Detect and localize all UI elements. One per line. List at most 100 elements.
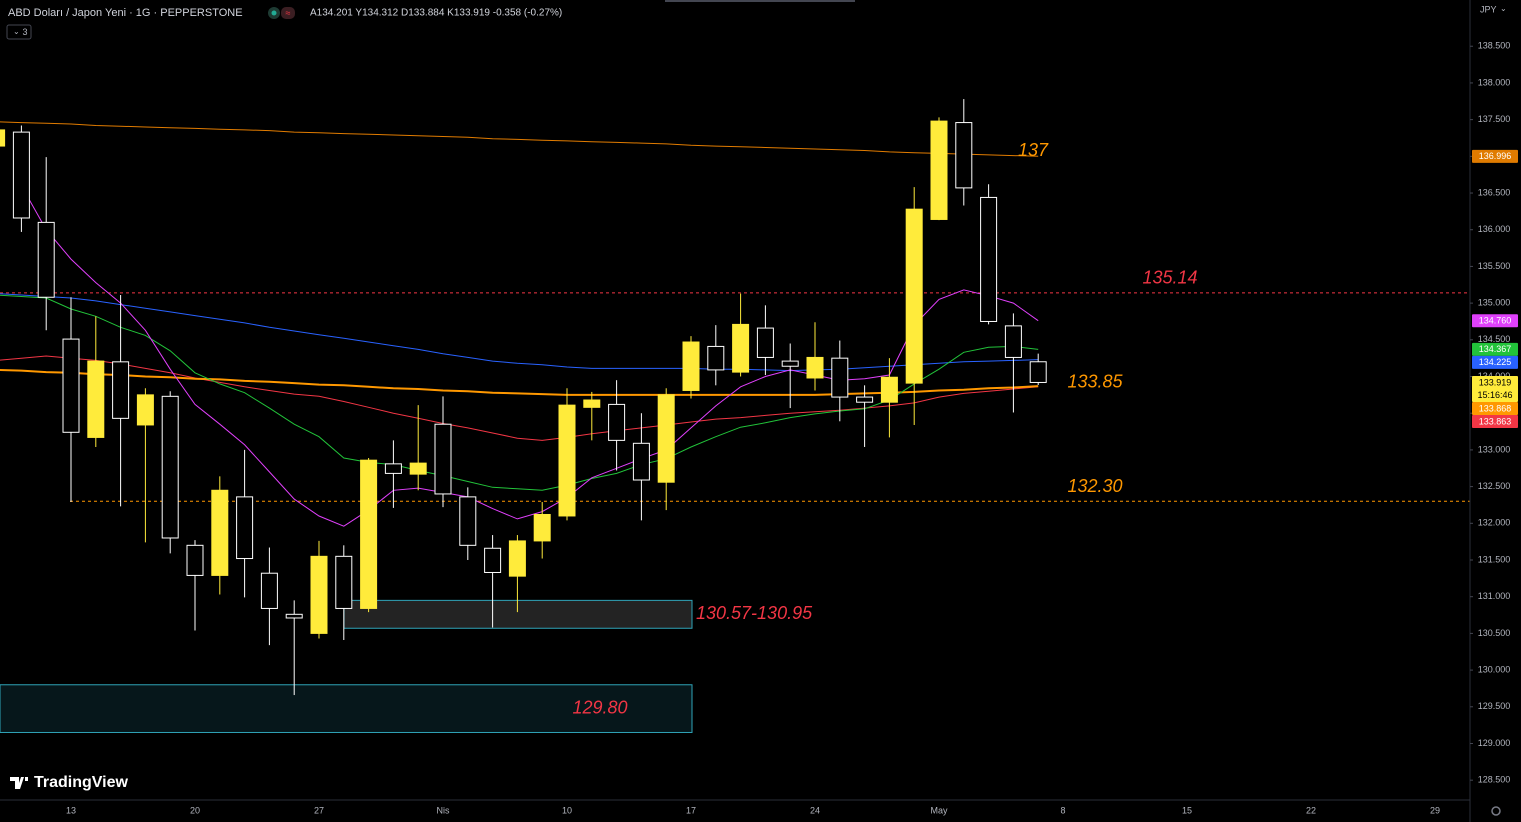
status-glyph: ≈ xyxy=(286,8,291,18)
ohlc-values: A134.201 Y134.312 D133.884 K133.919 -0.3… xyxy=(310,8,562,19)
price-label: 134.225 xyxy=(1479,357,1512,367)
y-tick-label: 134.000 xyxy=(1478,371,1511,381)
zone xyxy=(0,684,693,733)
candle-body xyxy=(409,462,427,475)
candle-body xyxy=(955,122,973,189)
x-tick-label: 27 xyxy=(314,805,324,815)
status-dot xyxy=(271,10,277,16)
candle-body xyxy=(484,547,502,573)
zone-label: 129.80 xyxy=(572,697,627,717)
toggle-caret: ⌄ xyxy=(13,27,20,36)
y-tick-label: 137.500 xyxy=(1478,114,1511,124)
y-tick-label: 136.000 xyxy=(1478,224,1511,234)
currency-caret: ⌄ xyxy=(1500,4,1507,13)
currency-label[interactable]: JPY xyxy=(1480,4,1497,14)
candle-body xyxy=(980,196,998,322)
price-label: 133.919 xyxy=(1479,377,1512,387)
x-tick-label: 17 xyxy=(686,805,696,815)
price-label-bg xyxy=(1472,355,1518,369)
candle-body xyxy=(756,327,774,358)
top-handle xyxy=(665,0,855,2)
settings-icon[interactable] xyxy=(1491,806,1501,816)
y-tick-label: 132.000 xyxy=(1478,518,1511,528)
price-label: 134.367 xyxy=(1479,344,1512,354)
candle-body xyxy=(360,459,378,609)
candle-body xyxy=(1004,325,1022,358)
candle-body xyxy=(856,396,874,403)
candle-body xyxy=(136,394,154,426)
candle-body xyxy=(12,131,30,219)
x-tick-label: May xyxy=(930,805,948,815)
price-label-bg xyxy=(1472,414,1518,428)
candle-body xyxy=(384,463,402,474)
x-tick-label: 22 xyxy=(1306,805,1316,815)
y-tick-label: 138.000 xyxy=(1478,77,1511,87)
x-tick-label: 29 xyxy=(1430,805,1440,815)
price-label: 136.996 xyxy=(1479,151,1512,161)
candle-body xyxy=(87,360,105,438)
y-tick-label: 130.000 xyxy=(1478,664,1511,674)
indicators-count: 3 xyxy=(22,27,27,37)
x-tick-label: 24 xyxy=(810,805,820,815)
ma-line xyxy=(0,293,1039,372)
candle-body xyxy=(930,120,948,220)
x-tick-label: 20 xyxy=(190,805,200,815)
candle-body xyxy=(186,544,204,576)
level-label: 132.30 xyxy=(1067,476,1122,496)
countdown: 15:16:46 xyxy=(1477,390,1512,400)
candle-body xyxy=(310,555,328,634)
y-tick-label: 130.500 xyxy=(1478,628,1511,638)
x-tick-label: Nis xyxy=(437,805,450,815)
y-tick-label: 129.000 xyxy=(1478,738,1511,748)
candle-body xyxy=(112,361,130,419)
candle-body xyxy=(285,613,303,619)
candle-body xyxy=(831,357,849,398)
candle-body xyxy=(781,360,799,367)
candle-body xyxy=(161,395,179,539)
candle-body xyxy=(0,129,6,147)
price-label-bg xyxy=(1472,375,1518,402)
y-tick-label: 129.500 xyxy=(1478,701,1511,711)
price-axis: 128.500 129.000 129.500 130.000 130.500 131.0… xyxy=(1469,0,1521,822)
price-label: 134.760 xyxy=(1479,316,1512,326)
candle-body xyxy=(657,394,675,483)
candle-body xyxy=(682,341,700,391)
x-tick-label: 15 xyxy=(1182,805,1192,815)
candle-body xyxy=(508,540,526,577)
y-tick-label: 136.500 xyxy=(1478,187,1511,197)
ma-line xyxy=(0,121,1039,157)
indicators-toggle[interactable] xyxy=(6,24,32,40)
candle-body xyxy=(533,513,551,542)
x-tick-label: 13 xyxy=(66,805,76,815)
y-tick-label: 135.000 xyxy=(1478,297,1511,307)
price-label: 133.868 xyxy=(1479,403,1512,413)
price-label-bg xyxy=(1472,342,1518,356)
candle-body xyxy=(62,338,80,433)
candle-body xyxy=(608,403,626,441)
candle-body xyxy=(1029,361,1047,383)
x-tick-label: 10 xyxy=(562,805,572,815)
candle-body xyxy=(236,496,254,560)
ma-line xyxy=(20,185,1039,527)
level-label: 135.14 xyxy=(1142,268,1197,288)
candle-body xyxy=(880,376,898,403)
y-tick-label: 134.500 xyxy=(1478,334,1511,344)
annotation: 133.85 xyxy=(1067,371,1123,391)
candle-body xyxy=(211,489,229,576)
price-label-bg xyxy=(1472,314,1518,328)
y-tick-label: 135.500 xyxy=(1478,261,1511,271)
time-axis: 13 20 27 Nis 10 17 24 May 8 15 22 29 xyxy=(66,805,1440,815)
candle-body xyxy=(732,323,750,373)
y-tick-label: 132.500 xyxy=(1478,481,1511,491)
status-icon-2 xyxy=(281,7,295,19)
candle-body xyxy=(583,399,601,408)
x-tick-label: 8 xyxy=(1060,805,1065,815)
candle-body xyxy=(632,442,650,481)
candle-body xyxy=(260,572,278,609)
watermark-text: TradingView xyxy=(34,774,129,791)
logo-mark xyxy=(10,777,28,789)
candle-body xyxy=(434,423,452,495)
y-tick-label: 138.500 xyxy=(1478,41,1511,51)
